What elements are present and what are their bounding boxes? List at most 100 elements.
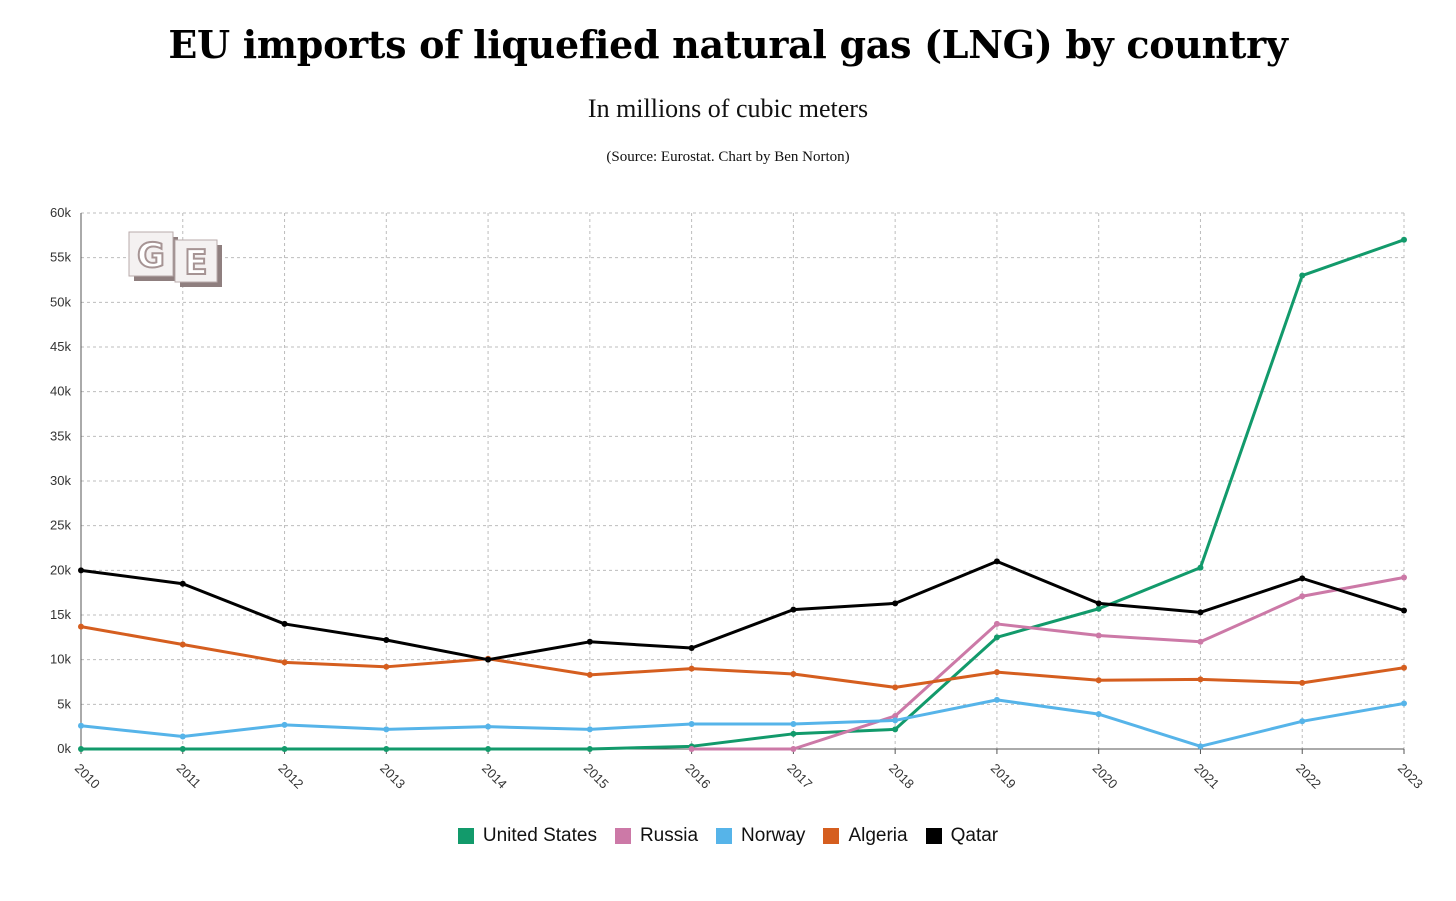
- series-united-states: [78, 236, 1407, 752]
- data-point-norway[interactable]: [1299, 718, 1306, 725]
- x-tick-label: 2012: [275, 761, 306, 792]
- data-point-russia[interactable]: [790, 746, 797, 752]
- data-point-algeria[interactable]: [78, 623, 84, 630]
- data-point-norway[interactable]: [892, 717, 899, 724]
- data-point-norway[interactable]: [586, 726, 593, 733]
- data-point-qatar[interactable]: [1095, 600, 1102, 607]
- data-point-algeria[interactable]: [892, 684, 899, 691]
- data-point-united-states[interactable]: [790, 730, 797, 737]
- logo-letter-e: E: [184, 243, 207, 283]
- legend-label: Algeria: [848, 825, 908, 846]
- data-point-united-states[interactable]: [383, 746, 390, 752]
- data-point-algeria[interactable]: [1299, 679, 1306, 686]
- data-point-algeria[interactable]: [1095, 677, 1102, 684]
- x-tick-label: 2013: [377, 761, 408, 792]
- series-qatar: [78, 558, 1407, 663]
- legend-swatch: [716, 828, 733, 844]
- y-tick-label: 0k: [57, 741, 71, 756]
- legend-item-algeria[interactable]: Algeria: [823, 825, 908, 847]
- data-point-united-states[interactable]: [993, 634, 1000, 641]
- x-tick-label: 2023: [1395, 761, 1426, 792]
- data-point-norway[interactable]: [1401, 700, 1407, 707]
- data-point-algeria[interactable]: [383, 663, 390, 670]
- data-point-united-states[interactable]: [586, 746, 593, 752]
- data-point-algeria[interactable]: [688, 665, 695, 672]
- data-point-qatar[interactable]: [993, 558, 1000, 565]
- data-point-united-states[interactable]: [485, 746, 492, 752]
- data-point-russia[interactable]: [993, 620, 1000, 627]
- data-point-norway[interactable]: [1095, 711, 1102, 718]
- data-point-united-states[interactable]: [281, 746, 288, 752]
- legend-swatch: [823, 828, 840, 844]
- legend-swatch: [925, 828, 942, 844]
- data-point-algeria[interactable]: [993, 669, 1000, 676]
- y-tick-label: 35k: [50, 428, 71, 443]
- axes: [80, 213, 1405, 754]
- legend-item-russia[interactable]: Russia: [614, 825, 698, 847]
- y-tick-label: 60k: [50, 205, 71, 220]
- legend-item-norway[interactable]: Norway: [716, 825, 805, 847]
- data-point-russia[interactable]: [1401, 574, 1407, 581]
- data-point-norway[interactable]: [179, 733, 186, 740]
- data-point-united-states[interactable]: [78, 746, 84, 752]
- data-point-algeria[interactable]: [179, 641, 186, 648]
- legend-item-united-states[interactable]: United States: [457, 825, 597, 847]
- data-point-qatar[interactable]: [1299, 575, 1306, 582]
- data-point-algeria[interactable]: [790, 670, 797, 677]
- data-point-qatar[interactable]: [179, 580, 186, 587]
- x-tick-label: 2010: [72, 761, 103, 792]
- data-point-qatar[interactable]: [688, 645, 695, 652]
- data-point-algeria[interactable]: [281, 659, 288, 666]
- data-point-qatar[interactable]: [790, 606, 797, 613]
- y-tick-label: 15k: [50, 607, 71, 622]
- series-lines: [78, 236, 1407, 752]
- data-point-norway[interactable]: [688, 720, 695, 727]
- y-tick-label: 5k: [57, 696, 71, 711]
- data-point-algeria[interactable]: [1197, 676, 1204, 683]
- tick-labels: 0k 5k 10k 15k 20k 25k 30k 35k 40k 45k 50k 55k 60k 201…: [50, 205, 1426, 792]
- data-point-united-states[interactable]: [892, 726, 899, 733]
- y-tick-label: 45k: [50, 339, 71, 354]
- legend-item-qatar[interactable]: Qatar: [925, 825, 998, 847]
- data-point-russia[interactable]: [1197, 638, 1204, 645]
- legend-label: United States: [482, 825, 597, 846]
- grid: [80, 212, 1405, 749]
- legend-swatch: [457, 828, 474, 844]
- data-point-united-states[interactable]: [1197, 564, 1204, 571]
- x-tick-label: 2020: [1090, 761, 1121, 792]
- x-tick-label: 2017: [784, 761, 815, 792]
- series-line-algeria: [79, 625, 1406, 689]
- data-point-qatar[interactable]: [78, 567, 84, 574]
- data-point-norway[interactable]: [485, 723, 492, 730]
- data-point-norway[interactable]: [383, 726, 390, 733]
- data-point-united-states[interactable]: [1401, 236, 1407, 243]
- data-point-norway[interactable]: [281, 721, 288, 728]
- series-line-russia: [690, 575, 1406, 751]
- data-point-algeria[interactable]: [1401, 664, 1407, 671]
- data-point-norway[interactable]: [790, 720, 797, 727]
- y-tick-label: 40k: [50, 384, 71, 399]
- data-point-qatar[interactable]: [892, 600, 899, 607]
- y-tick-label: 10k: [50, 652, 71, 667]
- data-point-qatar[interactable]: [485, 656, 492, 663]
- data-point-qatar[interactable]: [1197, 609, 1204, 616]
- series-russia: [688, 574, 1407, 752]
- data-point-qatar[interactable]: [383, 637, 390, 644]
- data-point-qatar[interactable]: [586, 638, 593, 645]
- data-point-russia[interactable]: [688, 746, 695, 752]
- data-point-russia[interactable]: [1299, 593, 1306, 600]
- data-point-algeria[interactable]: [586, 671, 593, 678]
- data-point-russia[interactable]: [1095, 632, 1102, 639]
- data-point-russia[interactable]: [892, 712, 899, 719]
- x-tick-label: 2022: [1293, 761, 1324, 792]
- data-point-qatar[interactable]: [1401, 607, 1407, 614]
- x-tick-label: 2021: [1191, 761, 1222, 792]
- data-point-norway[interactable]: [78, 722, 84, 729]
- data-point-united-states[interactable]: [1095, 605, 1102, 612]
- data-point-norway[interactable]: [993, 696, 1000, 703]
- data-point-united-states[interactable]: [179, 746, 186, 752]
- data-point-norway[interactable]: [1197, 743, 1204, 750]
- legend-label: Norway: [741, 825, 806, 846]
- data-point-qatar[interactable]: [281, 620, 288, 627]
- data-point-united-states[interactable]: [1299, 272, 1306, 279]
